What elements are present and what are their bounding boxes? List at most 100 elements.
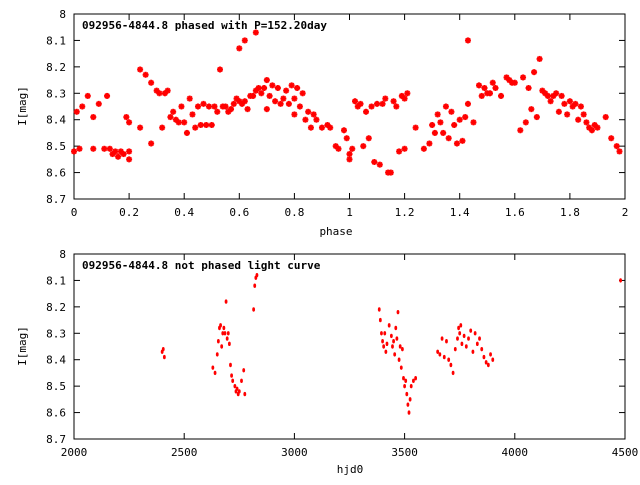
data-point xyxy=(393,352,397,357)
data-point xyxy=(460,341,464,347)
data-point xyxy=(101,145,108,152)
data-point xyxy=(414,376,418,381)
data-point xyxy=(437,119,444,126)
data-point xyxy=(269,82,276,89)
data-point xyxy=(392,339,395,344)
data-point xyxy=(164,87,171,94)
data-point xyxy=(205,103,212,110)
data-point xyxy=(457,325,460,331)
data-point xyxy=(208,122,215,128)
data-point xyxy=(203,122,210,128)
unphased-chart-title: 092956-4844.8 not phased light curve xyxy=(82,259,321,272)
data-point xyxy=(230,100,237,107)
data-point xyxy=(400,346,404,352)
data-point xyxy=(473,331,477,336)
data-point xyxy=(480,346,484,352)
data-point xyxy=(608,135,615,142)
data-point xyxy=(448,108,455,115)
data-point xyxy=(365,135,372,142)
data-point xyxy=(227,341,231,347)
unphased-y-tick-label: 8.3 xyxy=(46,327,66,340)
phased-y-tick-label: 8 xyxy=(59,8,66,21)
data-point xyxy=(244,106,251,113)
data-point xyxy=(408,397,412,402)
unphased-y-tick-label: 8.1 xyxy=(46,274,66,287)
data-point xyxy=(90,114,97,121)
phased-panel: 092956-4844.8 phased with P=152.20day ph… xyxy=(16,8,628,238)
data-point xyxy=(263,77,270,84)
data-point xyxy=(464,100,471,107)
data-point xyxy=(186,95,193,102)
data-point xyxy=(405,391,409,397)
data-point xyxy=(475,82,482,89)
data-point xyxy=(482,354,486,360)
data-point xyxy=(137,124,144,131)
data-point xyxy=(491,357,495,362)
data-point xyxy=(217,66,224,73)
data-point xyxy=(456,336,459,341)
data-point xyxy=(299,90,306,97)
data-point xyxy=(258,90,265,97)
data-point xyxy=(403,383,406,389)
data-point xyxy=(382,95,389,102)
phased-plot-frame xyxy=(73,13,626,200)
data-point xyxy=(412,124,419,131)
data-point xyxy=(555,108,562,115)
phased-x-tick-label: 1 xyxy=(346,206,353,219)
data-point xyxy=(349,145,356,152)
data-point xyxy=(181,119,188,126)
data-point xyxy=(216,339,220,344)
data-point xyxy=(343,135,350,142)
unphased-x-tick-label: 3500 xyxy=(391,446,418,459)
data-point xyxy=(391,344,394,349)
data-point xyxy=(213,370,217,376)
data-point xyxy=(447,357,451,362)
phased-x-tick-label: 1.6 xyxy=(505,206,525,219)
data-point xyxy=(220,344,224,349)
data-point xyxy=(253,283,257,288)
data-point xyxy=(517,127,524,134)
data-point xyxy=(225,336,229,341)
data-point xyxy=(398,344,402,349)
data-point xyxy=(453,346,457,352)
phased-y-tick-label: 8.6 xyxy=(46,167,66,180)
data-point xyxy=(531,69,538,76)
data-point xyxy=(381,339,384,344)
data-point xyxy=(214,108,221,115)
data-point xyxy=(183,129,190,136)
data-point xyxy=(283,87,290,94)
data-point xyxy=(613,143,620,150)
data-point xyxy=(222,103,229,110)
data-point xyxy=(464,344,468,349)
data-point xyxy=(159,124,166,131)
data-point xyxy=(445,135,452,142)
data-point xyxy=(84,92,91,99)
data-point xyxy=(379,100,386,107)
data-point xyxy=(229,362,232,368)
data-point xyxy=(280,95,287,102)
phased-y-axis-label: I[mag] xyxy=(16,86,29,126)
data-point xyxy=(564,111,571,118)
data-point xyxy=(395,336,399,341)
data-point xyxy=(486,362,490,368)
data-point xyxy=(73,108,80,115)
data-point xyxy=(255,85,262,91)
phased-x-tick-label: 1.8 xyxy=(560,206,580,219)
data-point xyxy=(250,92,257,99)
data-point xyxy=(346,151,353,158)
data-point xyxy=(409,383,413,389)
data-point xyxy=(231,378,235,384)
phased-x-tick-label: 2 xyxy=(622,206,629,219)
data-point xyxy=(459,323,463,328)
data-point xyxy=(162,354,166,360)
data-point xyxy=(440,129,447,136)
data-point xyxy=(489,352,492,357)
data-point xyxy=(522,119,529,126)
unphased-ticks: 2000 2500 3000 3500 4000 4500 8 8.1 8.2 8.3 8.4 8.5… xyxy=(46,248,638,459)
data-point xyxy=(291,111,298,118)
data-point xyxy=(237,389,241,394)
data-point xyxy=(431,129,438,136)
data-point xyxy=(492,85,499,91)
data-point xyxy=(167,114,174,121)
data-point xyxy=(489,79,496,86)
